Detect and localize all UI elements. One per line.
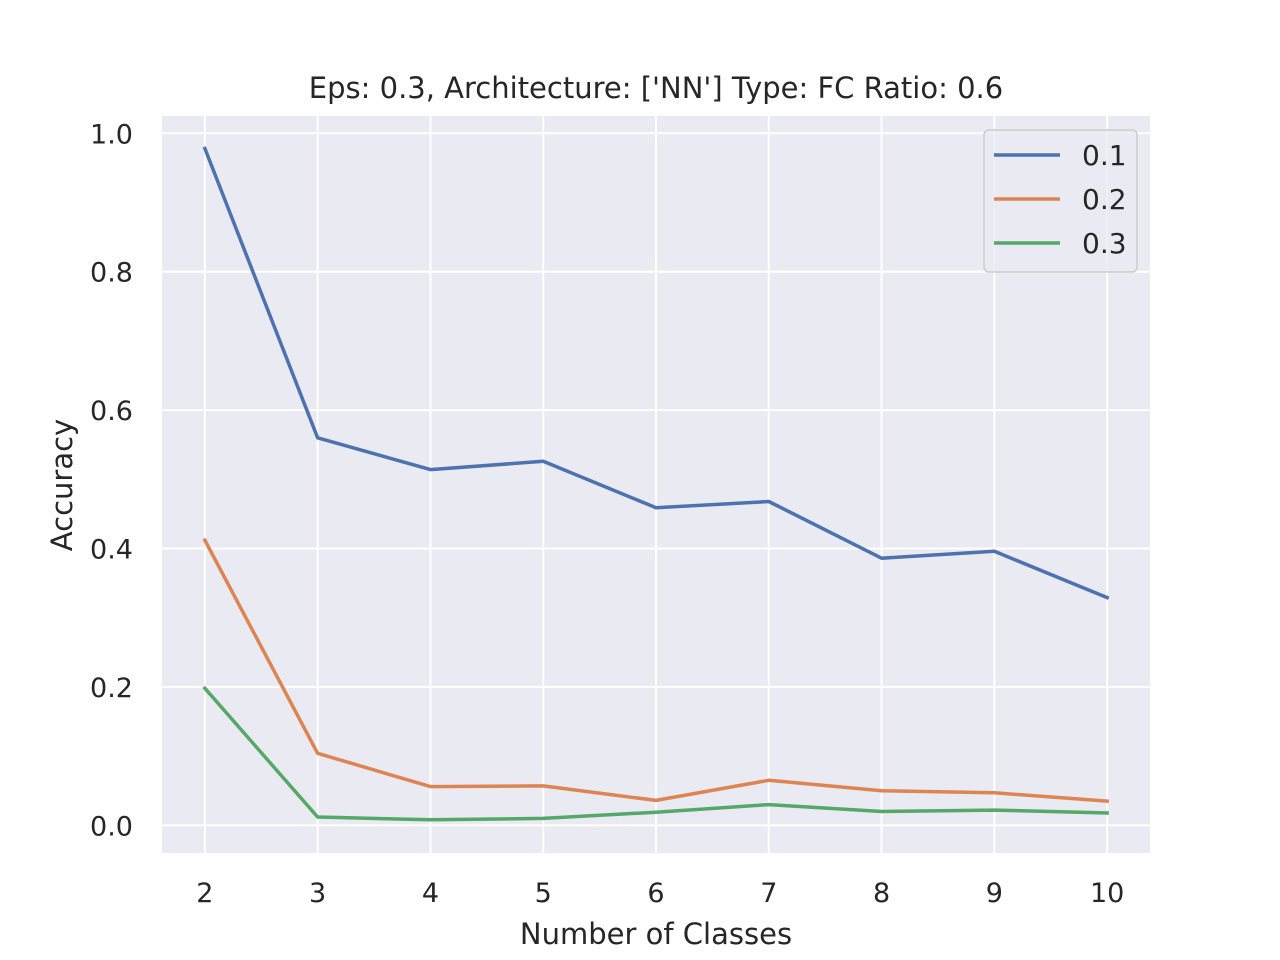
legend-label: 0.3	[1082, 227, 1127, 260]
legend-label: 0.1	[1082, 139, 1127, 172]
x-tick-label: 2	[196, 878, 213, 909]
x-tick-label: 7	[760, 878, 777, 909]
x-tick-label: 10	[1090, 878, 1124, 909]
x-tick-label: 9	[986, 878, 1003, 909]
y-tick-label: 0.8	[90, 258, 133, 289]
x-tick-label: 4	[422, 878, 439, 909]
y-tick-label: 1.0	[90, 119, 133, 150]
x-tick-label: 6	[647, 878, 664, 909]
x-tick-label: 5	[535, 878, 552, 909]
chart-title: Eps: 0.3, Architecture: ['NN'] Type: FC …	[309, 71, 1003, 105]
series-line-0.3	[202, 685, 1109, 822]
x-tick-label: 3	[309, 878, 326, 909]
legend: 0.1 0.2 0.3	[983, 129, 1138, 273]
y-tick-label: 0.2	[90, 673, 133, 704]
legend-label: 0.2	[1082, 183, 1127, 216]
x-axis-label: Number of Classes	[520, 917, 792, 951]
series-line-0.2	[202, 537, 1109, 803]
y-tick-label: 0.6	[90, 396, 133, 427]
y-tick-label: 0.0	[90, 811, 133, 842]
legend-box	[983, 129, 1138, 273]
series-lines	[202, 146, 1110, 822]
tick-labels: 2 3 4 5 6 7 8 9 10 0.0 0.2 0.4 0.6 0.8 1.0	[90, 119, 1124, 909]
series-line-0.1	[202, 146, 1110, 600]
x-tick-label: 8	[873, 878, 890, 909]
y-axis-label: Accuracy	[45, 419, 79, 551]
y-tick-label: 0.4	[90, 535, 133, 566]
